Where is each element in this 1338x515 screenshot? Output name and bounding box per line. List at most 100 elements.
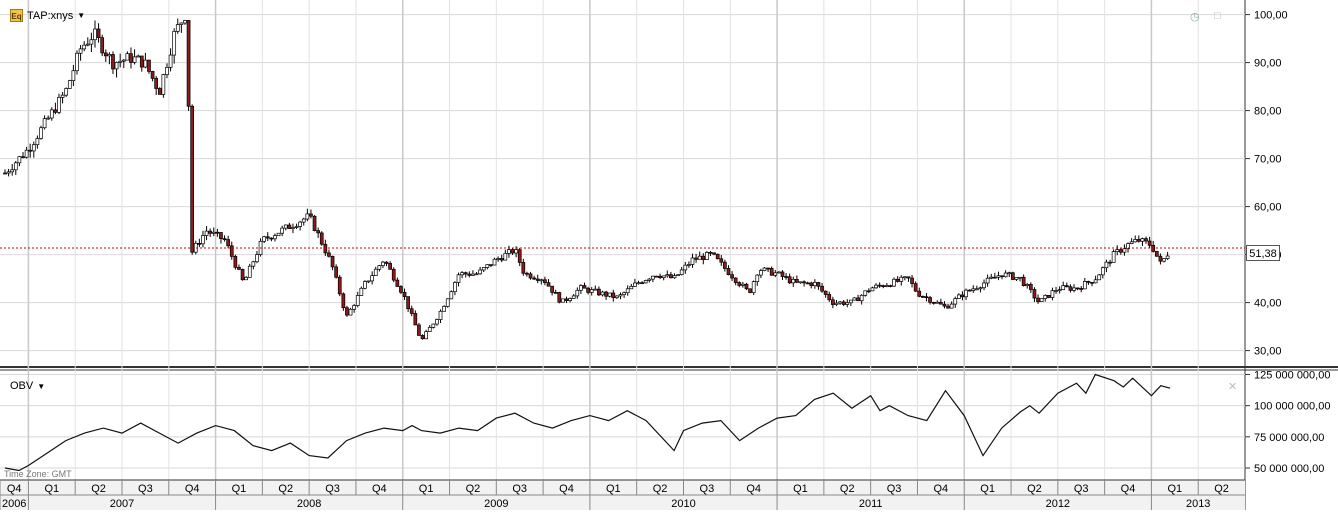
candle-up — [67, 80, 72, 89]
indicator-header[interactable]: OBV ▼ — [10, 380, 45, 392]
candle-up — [179, 22, 184, 25]
candle-up — [1133, 239, 1138, 243]
candle-up — [1025, 284, 1030, 286]
candle-up — [514, 249, 518, 254]
candle-down — [831, 299, 835, 305]
candle-up — [291, 227, 295, 229]
candle-down — [499, 258, 504, 261]
candle-up — [172, 30, 177, 56]
candle-down — [330, 255, 335, 268]
candle-down — [543, 279, 547, 283]
candle-up — [10, 169, 15, 173]
quarter-label: Q2 — [1214, 483, 1229, 495]
candle-down — [597, 288, 601, 296]
obv-tick-label: 75 000 000,00 — [1254, 432, 1324, 444]
quarter-label: Q4 — [746, 483, 761, 495]
candle-up — [1097, 274, 1102, 281]
candle-up — [82, 44, 87, 50]
year-label: 2008 — [297, 498, 321, 510]
candle-up — [1050, 290, 1055, 298]
candle-up — [251, 261, 256, 267]
candle-down — [694, 257, 698, 260]
clock-icon[interactable]: ◷ — [1190, 11, 1200, 23]
candle-down — [154, 78, 159, 89]
candle-up — [852, 297, 857, 301]
symbol-label[interactable]: TAP:xnys — [27, 9, 74, 22]
quarter-label: Q4 — [372, 483, 387, 495]
candle-down — [237, 267, 241, 270]
candle-down — [1036, 297, 1040, 302]
candle-up — [262, 236, 267, 242]
symbol-header[interactable]: Eq TAP:xnys ▼ — [10, 9, 85, 22]
candle-up — [13, 162, 18, 171]
candle-down — [946, 305, 950, 309]
candle-up — [35, 138, 40, 146]
candle-up — [118, 60, 123, 63]
candle-down — [535, 278, 540, 281]
quarter-label: Q1 — [793, 483, 808, 495]
candle-down — [265, 236, 270, 239]
chevron-down-icon[interactable]: ▼ — [77, 11, 86, 20]
candle-down — [938, 301, 943, 305]
candle-up — [859, 294, 864, 302]
quarter-label: Q1 — [606, 483, 621, 495]
candle-down — [1136, 239, 1141, 242]
quarter-label: Q3 — [887, 483, 902, 495]
candle-down — [96, 28, 101, 38]
candle-up — [31, 144, 36, 152]
candle-up — [989, 276, 994, 279]
candle-up — [568, 298, 572, 301]
candle-up — [64, 88, 69, 96]
quarter-label: Q4 — [934, 483, 949, 495]
candle-up — [687, 264, 691, 266]
candle-up — [773, 272, 778, 276]
candle-down — [748, 288, 752, 293]
candle-up — [1057, 289, 1062, 292]
candle-down — [420, 335, 425, 340]
candle-up — [849, 299, 853, 304]
candle-down — [784, 276, 788, 278]
candle-down — [406, 296, 410, 310]
candle-up — [201, 235, 205, 245]
candle-down — [906, 276, 911, 279]
candle-down — [1064, 285, 1069, 288]
candle-down — [992, 276, 997, 279]
candle-up — [798, 281, 803, 284]
candle-down — [413, 313, 418, 326]
candle-up — [107, 54, 112, 57]
indicator-label[interactable]: OBV — [10, 380, 34, 392]
candle-up — [373, 268, 378, 276]
candle-up — [845, 302, 850, 305]
candle-down — [820, 285, 824, 292]
candle-up — [622, 292, 626, 295]
year-label: 2006 — [2, 498, 26, 510]
candle-down — [827, 294, 832, 301]
candle-down — [888, 285, 893, 287]
maximize-icon[interactable]: □ — [1214, 10, 1221, 22]
candle-up — [42, 118, 47, 129]
candle-up — [93, 28, 97, 41]
candle-down — [1118, 249, 1123, 253]
candle-down — [719, 258, 724, 263]
candle-up — [1072, 287, 1076, 291]
candle-down — [384, 261, 389, 264]
candle-up — [17, 156, 22, 164]
candle-down — [323, 243, 328, 254]
candle-down — [895, 278, 900, 282]
quarter-label: Q2 — [466, 483, 481, 495]
candle-up — [1140, 238, 1145, 242]
candle-up — [1003, 272, 1008, 278]
chevron-down-icon[interactable]: ▼ — [37, 381, 46, 391]
candle-up — [870, 287, 875, 292]
candle-up — [348, 308, 353, 316]
candle-up — [132, 56, 137, 63]
close-icon[interactable]: ✕ — [1228, 381, 1238, 393]
candle-down — [712, 252, 716, 255]
candle-up — [1054, 290, 1058, 292]
year-label: 2011 — [859, 498, 883, 510]
candle-down — [805, 282, 810, 285]
candle-up — [579, 285, 583, 291]
candle-down — [111, 54, 115, 70]
candle-up — [607, 292, 612, 297]
